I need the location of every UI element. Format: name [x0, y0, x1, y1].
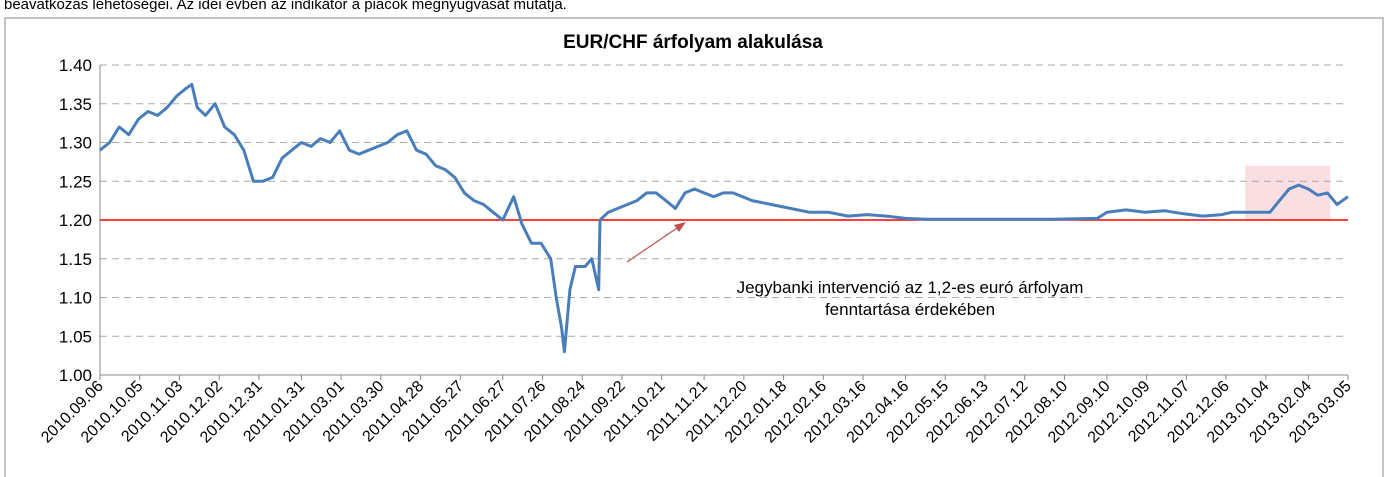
line-series	[99, 82, 1349, 354]
annotation: Jegybanki intervenció az 1,2-es euró árf…	[737, 278, 1084, 297]
annotation: fenntartása érdekében	[825, 300, 995, 319]
arrow-head	[674, 222, 686, 232]
y-tick-label: 1.35	[59, 95, 92, 114]
y-tick-label: 1.05	[59, 327, 92, 346]
y-tick-label: 1.00	[59, 366, 92, 385]
y-tick-label: 1.10	[59, 289, 92, 308]
annotation-arrow	[626, 223, 684, 263]
y-tick-label: 1.25	[59, 172, 92, 191]
y-tick-label: 1.15	[59, 250, 92, 269]
y-tick-label: 1.30	[59, 134, 92, 153]
y-tick-label: 1.20	[59, 211, 92, 230]
caption: beavatkozás lehetőségei. Az idei évben a…	[4, 0, 567, 13]
y-tick-label: 1.40	[59, 56, 92, 75]
chart-frame	[4, 17, 1384, 477]
chart-title: EUR/CHF árfolyam alakulása	[563, 32, 823, 53]
